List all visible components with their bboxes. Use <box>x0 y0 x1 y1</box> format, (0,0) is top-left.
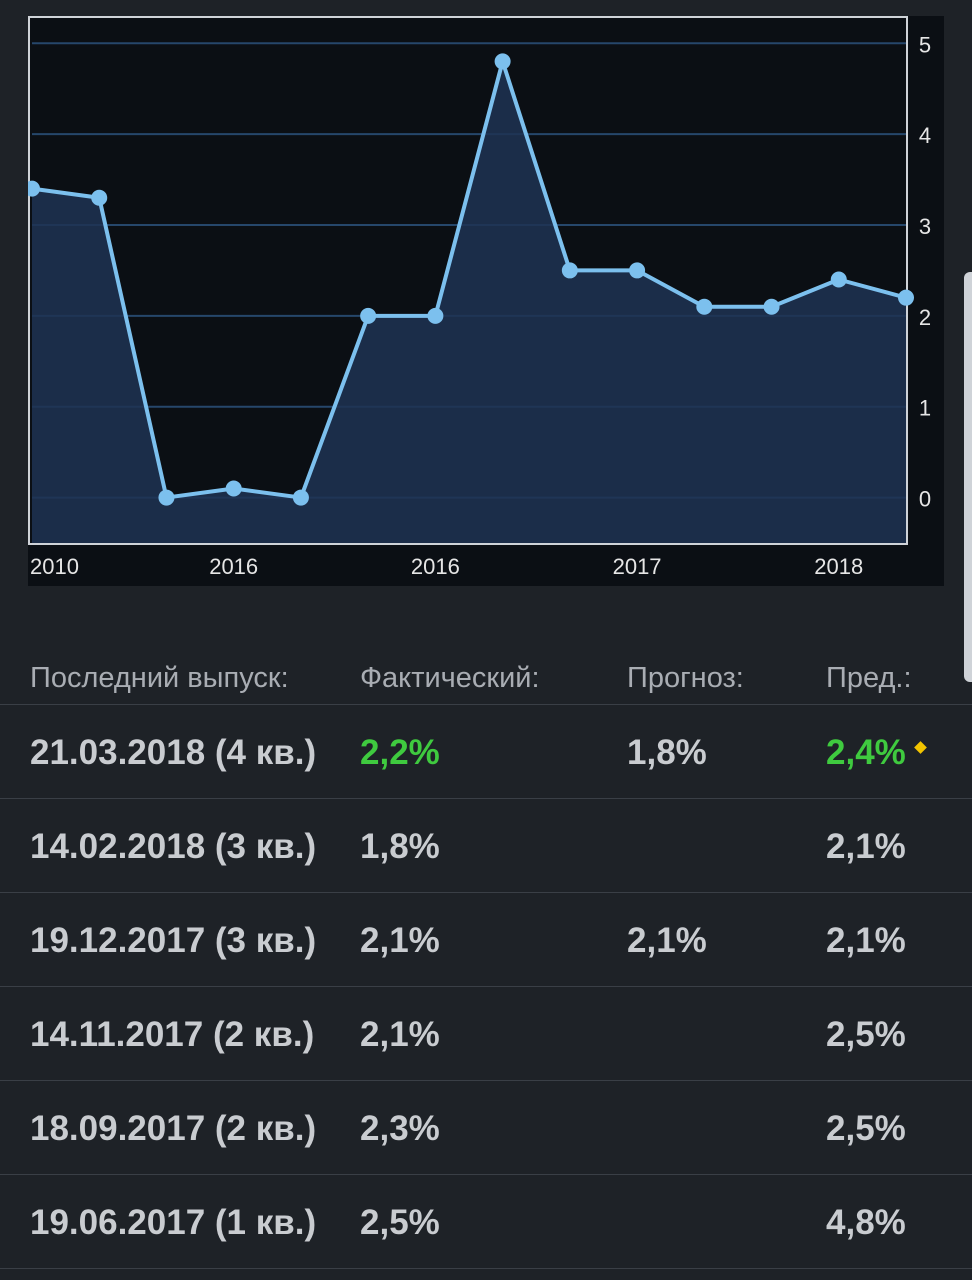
y-tick-label: 0 <box>919 487 931 512</box>
y-tick-label: 2 <box>919 305 931 330</box>
header-actual: Фактический: <box>360 662 540 694</box>
header-forecast: Прогноз: <box>627 662 744 694</box>
previous-value: 2,5% <box>826 1109 906 1148</box>
actual-value: 2,2% <box>360 733 440 772</box>
previous-value: 2,1% <box>826 827 906 866</box>
actual-value: 2,5% <box>360 1203 440 1242</box>
data-point <box>292 489 309 506</box>
actual-value: 1,8% <box>360 827 440 866</box>
actual-value: 2,1% <box>360 921 440 960</box>
data-point <box>28 180 40 197</box>
forecast-value: 1,8% <box>627 733 707 772</box>
table-header: Последний выпуск: Фактический: Прогноз: … <box>0 640 972 704</box>
releases-table: Последний выпуск: Фактический: Прогноз: … <box>0 640 972 1269</box>
revised-diamond-icon <box>913 741 927 754</box>
data-point <box>763 298 780 315</box>
previous-value: 2,4% <box>826 733 906 772</box>
previous-value: 2,5% <box>826 1015 906 1054</box>
data-point <box>427 307 444 324</box>
y-tick-label: 4 <box>919 123 931 148</box>
release-date: 21.03.2018 (4 кв.) <box>30 733 317 772</box>
header-previous: Пред.: <box>826 662 912 694</box>
previous-value: 2,1% <box>826 921 906 960</box>
x-tick-label: 2016 <box>411 554 460 579</box>
release-date: 14.11.2017 (2 кв.) <box>30 1015 315 1054</box>
table-divider <box>0 1268 972 1269</box>
previous-value: 4,8% <box>826 1203 906 1242</box>
data-point <box>494 53 511 70</box>
table-row[interactable]: 19.12.2017 (3 кв.) 2,1% 2,1% 2,1% <box>0 892 972 986</box>
data-point <box>91 189 108 206</box>
header-last-release: Последний выпуск: <box>30 662 289 694</box>
x-tick-label: 2016 <box>209 554 258 579</box>
chart-svg: 0 1 2 3 4 5 2010 2016 2016 2017 2018 <box>28 16 931 579</box>
data-point <box>360 307 377 324</box>
actual-value: 2,1% <box>360 1015 440 1054</box>
table-row[interactable]: 19.06.2017 (1 кв.) 2,5% 4,8% <box>0 1174 972 1268</box>
x-tick-label: 2017 <box>613 554 662 579</box>
actual-value: 2,3% <box>360 1109 440 1148</box>
series-area <box>32 61 906 544</box>
data-point <box>696 298 713 315</box>
y-tick-label: 5 <box>919 32 931 57</box>
release-date: 14.02.2018 (3 кв.) <box>30 827 317 866</box>
series-line <box>31 59 907 500</box>
data-point <box>830 271 847 288</box>
economic-chart[interactable]: 0 1 2 3 4 5 2010 2016 2016 2017 2018 <box>28 16 944 586</box>
data-point <box>561 262 578 279</box>
y-tick-label: 1 <box>919 396 931 421</box>
data-point <box>158 489 175 506</box>
data-point <box>225 480 242 497</box>
table-row[interactable]: 14.11.2017 (2 кв.) 2,1% 2,5% <box>0 986 972 1080</box>
data-point <box>898 289 914 306</box>
table-row[interactable]: 21.03.2018 (4 кв.) 2,2% 1,8% 2,4% <box>0 704 972 798</box>
release-date: 19.12.2017 (3 кв.) <box>30 921 317 960</box>
table-row[interactable]: 14.02.2018 (3 кв.) 1,8% 2,1% <box>0 798 972 892</box>
release-date: 18.09.2017 (2 кв.) <box>30 1109 317 1148</box>
scrollbar[interactable] <box>964 272 972 682</box>
plot-frame <box>28 16 908 545</box>
x-tick-label: 2018 <box>814 554 863 579</box>
release-date: 19.06.2017 (1 кв.) <box>30 1203 317 1242</box>
forecast-value: 2,1% <box>627 921 707 960</box>
previous-cell: 2,4% <box>826 733 927 773</box>
x-tick-label: 2010 <box>30 554 79 579</box>
table-row[interactable]: 18.09.2017 (2 кв.) 2,3% 2,5% <box>0 1080 972 1174</box>
y-tick-label: 3 <box>919 214 931 239</box>
data-point <box>629 262 646 279</box>
